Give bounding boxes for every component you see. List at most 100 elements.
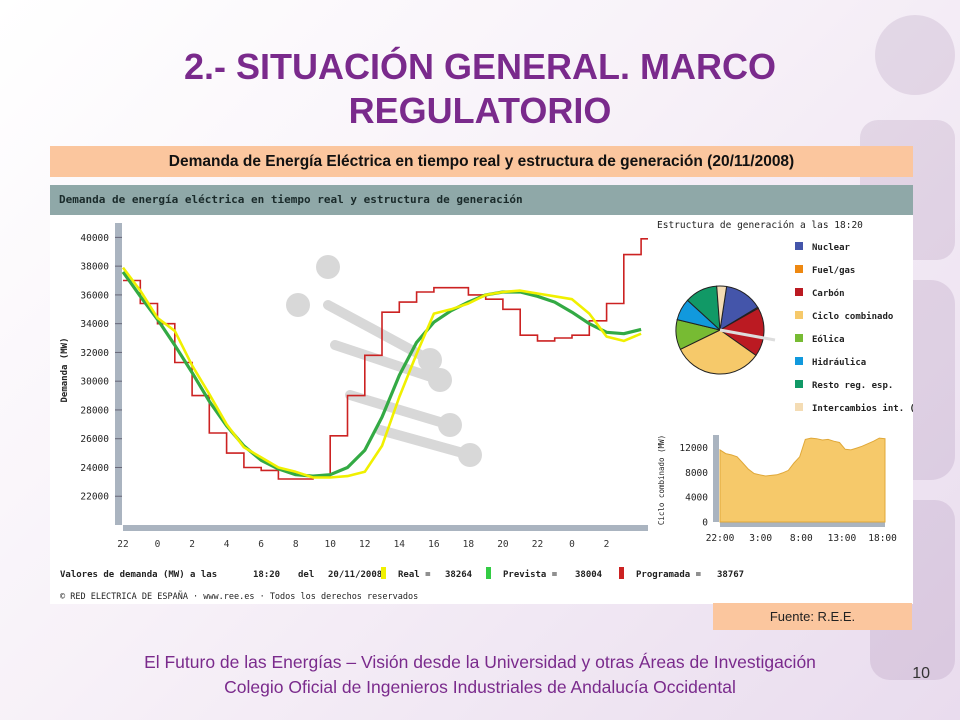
prevista-swatch xyxy=(486,567,491,579)
programada-value: 38767 xyxy=(717,570,744,580)
legend-label: Eólica xyxy=(812,334,845,345)
prevista-label: Prevista = xyxy=(503,569,558,580)
legend-swatch xyxy=(795,403,803,411)
time-value: 18:20 xyxy=(253,570,280,580)
area-x-tick-label: 22:00 xyxy=(706,533,735,544)
legend-label: Resto reg. esp. xyxy=(812,381,893,391)
x-tick-label: 2 xyxy=(604,539,610,550)
series-programada-line xyxy=(123,238,648,480)
area-y-tick-label: 12000 xyxy=(679,443,708,454)
pie-slice xyxy=(716,285,728,331)
x-tick-label: 12 xyxy=(359,539,370,550)
source-box: Fuente: R.E.E. xyxy=(713,603,912,630)
area-x-tick-label: 13:00 xyxy=(828,533,857,544)
legend-label: Hidráulica xyxy=(812,357,866,368)
x-tick-label: 6 xyxy=(258,539,264,550)
watermark-dot xyxy=(286,293,310,317)
copyright-text: © RED ELECTRICA DE ESPAÑA · www.ree.es ·… xyxy=(60,591,418,602)
area-x-axis-bar xyxy=(720,522,885,527)
x-tick-label: 4 xyxy=(224,539,230,550)
y-axis-label: Demanda (MW) xyxy=(60,337,70,402)
watermark-dot xyxy=(418,348,442,372)
area-series xyxy=(719,437,886,523)
values-label: Valores de demanda (MW) a las xyxy=(60,570,217,580)
panel-header-text: Demanda de energía eléctrica en tiempo r… xyxy=(59,193,523,206)
ree-chart-panel: Demanda de energía eléctrica en tiempo r… xyxy=(50,185,913,604)
real-label: Real = xyxy=(398,570,431,580)
legend-label: Ciclo combinado xyxy=(812,311,893,322)
watermark-stroke xyxy=(375,425,475,460)
legend-swatch xyxy=(795,265,803,273)
series-real-line xyxy=(121,266,642,479)
series-prevista-line xyxy=(121,270,642,478)
x-tick-label: 2 xyxy=(189,539,195,550)
area-y-tick-label: 4000 xyxy=(685,493,708,504)
legend-swatch xyxy=(795,380,803,388)
plot-area xyxy=(123,223,648,525)
del-label: del xyxy=(298,570,314,580)
x-axis-bar xyxy=(123,525,648,531)
y-tick-label: 34000 xyxy=(80,319,109,330)
page-number: 10 xyxy=(912,665,930,682)
legend-swatch xyxy=(795,288,803,296)
watermark-dot xyxy=(316,255,340,279)
panel-header: Demanda de energía eléctrica en tiempo r… xyxy=(50,185,913,215)
area-y-axis-bar xyxy=(713,435,719,522)
legend-label: Carbón xyxy=(812,288,845,299)
prevista-value: 38004 xyxy=(575,570,603,580)
x-tick-label: 0 xyxy=(155,539,161,550)
legend-swatch xyxy=(795,311,803,319)
chart-canvas: 2200024000260002800030000320003400036000… xyxy=(60,220,913,602)
area-y-tick-label: 8000 xyxy=(685,468,708,479)
chart-caption: Demanda de Energía Eléctrica en tiempo r… xyxy=(50,146,913,177)
x-tick-label: 10 xyxy=(325,539,337,550)
legend-label: Nuclear xyxy=(812,243,851,253)
watermark-stroke xyxy=(330,340,445,385)
area-y-tick-label: 0 xyxy=(702,518,708,529)
y-axis-bar xyxy=(115,223,122,525)
x-tick-label: 8 xyxy=(293,539,299,550)
slide-title: 2.- SITUACIÓN GENERAL. MARCO REGULATORIO xyxy=(0,45,960,133)
x-tick-label: 14 xyxy=(394,539,406,550)
programada-label: Programada = xyxy=(636,570,702,580)
legend-label: Fuel/gas xyxy=(812,266,855,276)
area-x-tick-label: 18:00 xyxy=(868,533,897,544)
pie-slice xyxy=(679,329,757,375)
x-tick-label: 22 xyxy=(117,539,128,550)
footer-line1: El Futuro de las Energías – Visión desde… xyxy=(144,652,816,672)
area-x-tick-label: 8:00 xyxy=(790,533,813,544)
real-value: 38264 xyxy=(445,570,473,580)
x-tick-label: 22 xyxy=(532,539,543,550)
x-tick-label: 0 xyxy=(569,539,575,550)
footer-line2: Colegio Oficial de Ingenieros Industrial… xyxy=(224,677,736,697)
pie-title: Estructura de generación a las 18:20 xyxy=(657,220,863,231)
x-tick-label: 18 xyxy=(463,539,475,550)
watermark-dot xyxy=(438,413,462,437)
y-tick-label: 28000 xyxy=(80,405,109,416)
legend-label: Intercambios int. (-) xyxy=(812,403,913,414)
y-tick-label: 40000 xyxy=(80,233,109,244)
real-swatch xyxy=(381,567,386,579)
y-tick-label: 32000 xyxy=(80,348,109,359)
programada-swatch xyxy=(619,567,624,579)
watermark-dot xyxy=(458,443,482,467)
date-value: 20/11/2008 xyxy=(328,570,382,580)
y-tick-label: 38000 xyxy=(80,262,109,273)
watermark-stroke xyxy=(345,390,455,430)
area-y-axis-label: Ciclo combinado (MW) xyxy=(657,435,666,525)
watermark-dot xyxy=(428,368,452,392)
pie-slice xyxy=(719,307,765,357)
y-tick-label: 22000 xyxy=(80,492,109,503)
area-x-tick-label: 3:00 xyxy=(749,533,772,544)
legend-swatch xyxy=(795,357,803,365)
legend-swatch xyxy=(795,334,803,342)
pie-pointer xyxy=(719,328,776,342)
x-tick-label: 20 xyxy=(497,539,509,550)
y-tick-label: 36000 xyxy=(80,290,109,301)
slide-title-line1: 2.- SITUACIÓN GENERAL. MARCO xyxy=(183,46,776,87)
x-tick-label: 16 xyxy=(428,539,440,550)
legend-swatch xyxy=(795,242,803,250)
y-tick-label: 30000 xyxy=(80,377,109,388)
y-tick-label: 26000 xyxy=(80,434,109,445)
y-tick-label: 24000 xyxy=(80,463,109,474)
